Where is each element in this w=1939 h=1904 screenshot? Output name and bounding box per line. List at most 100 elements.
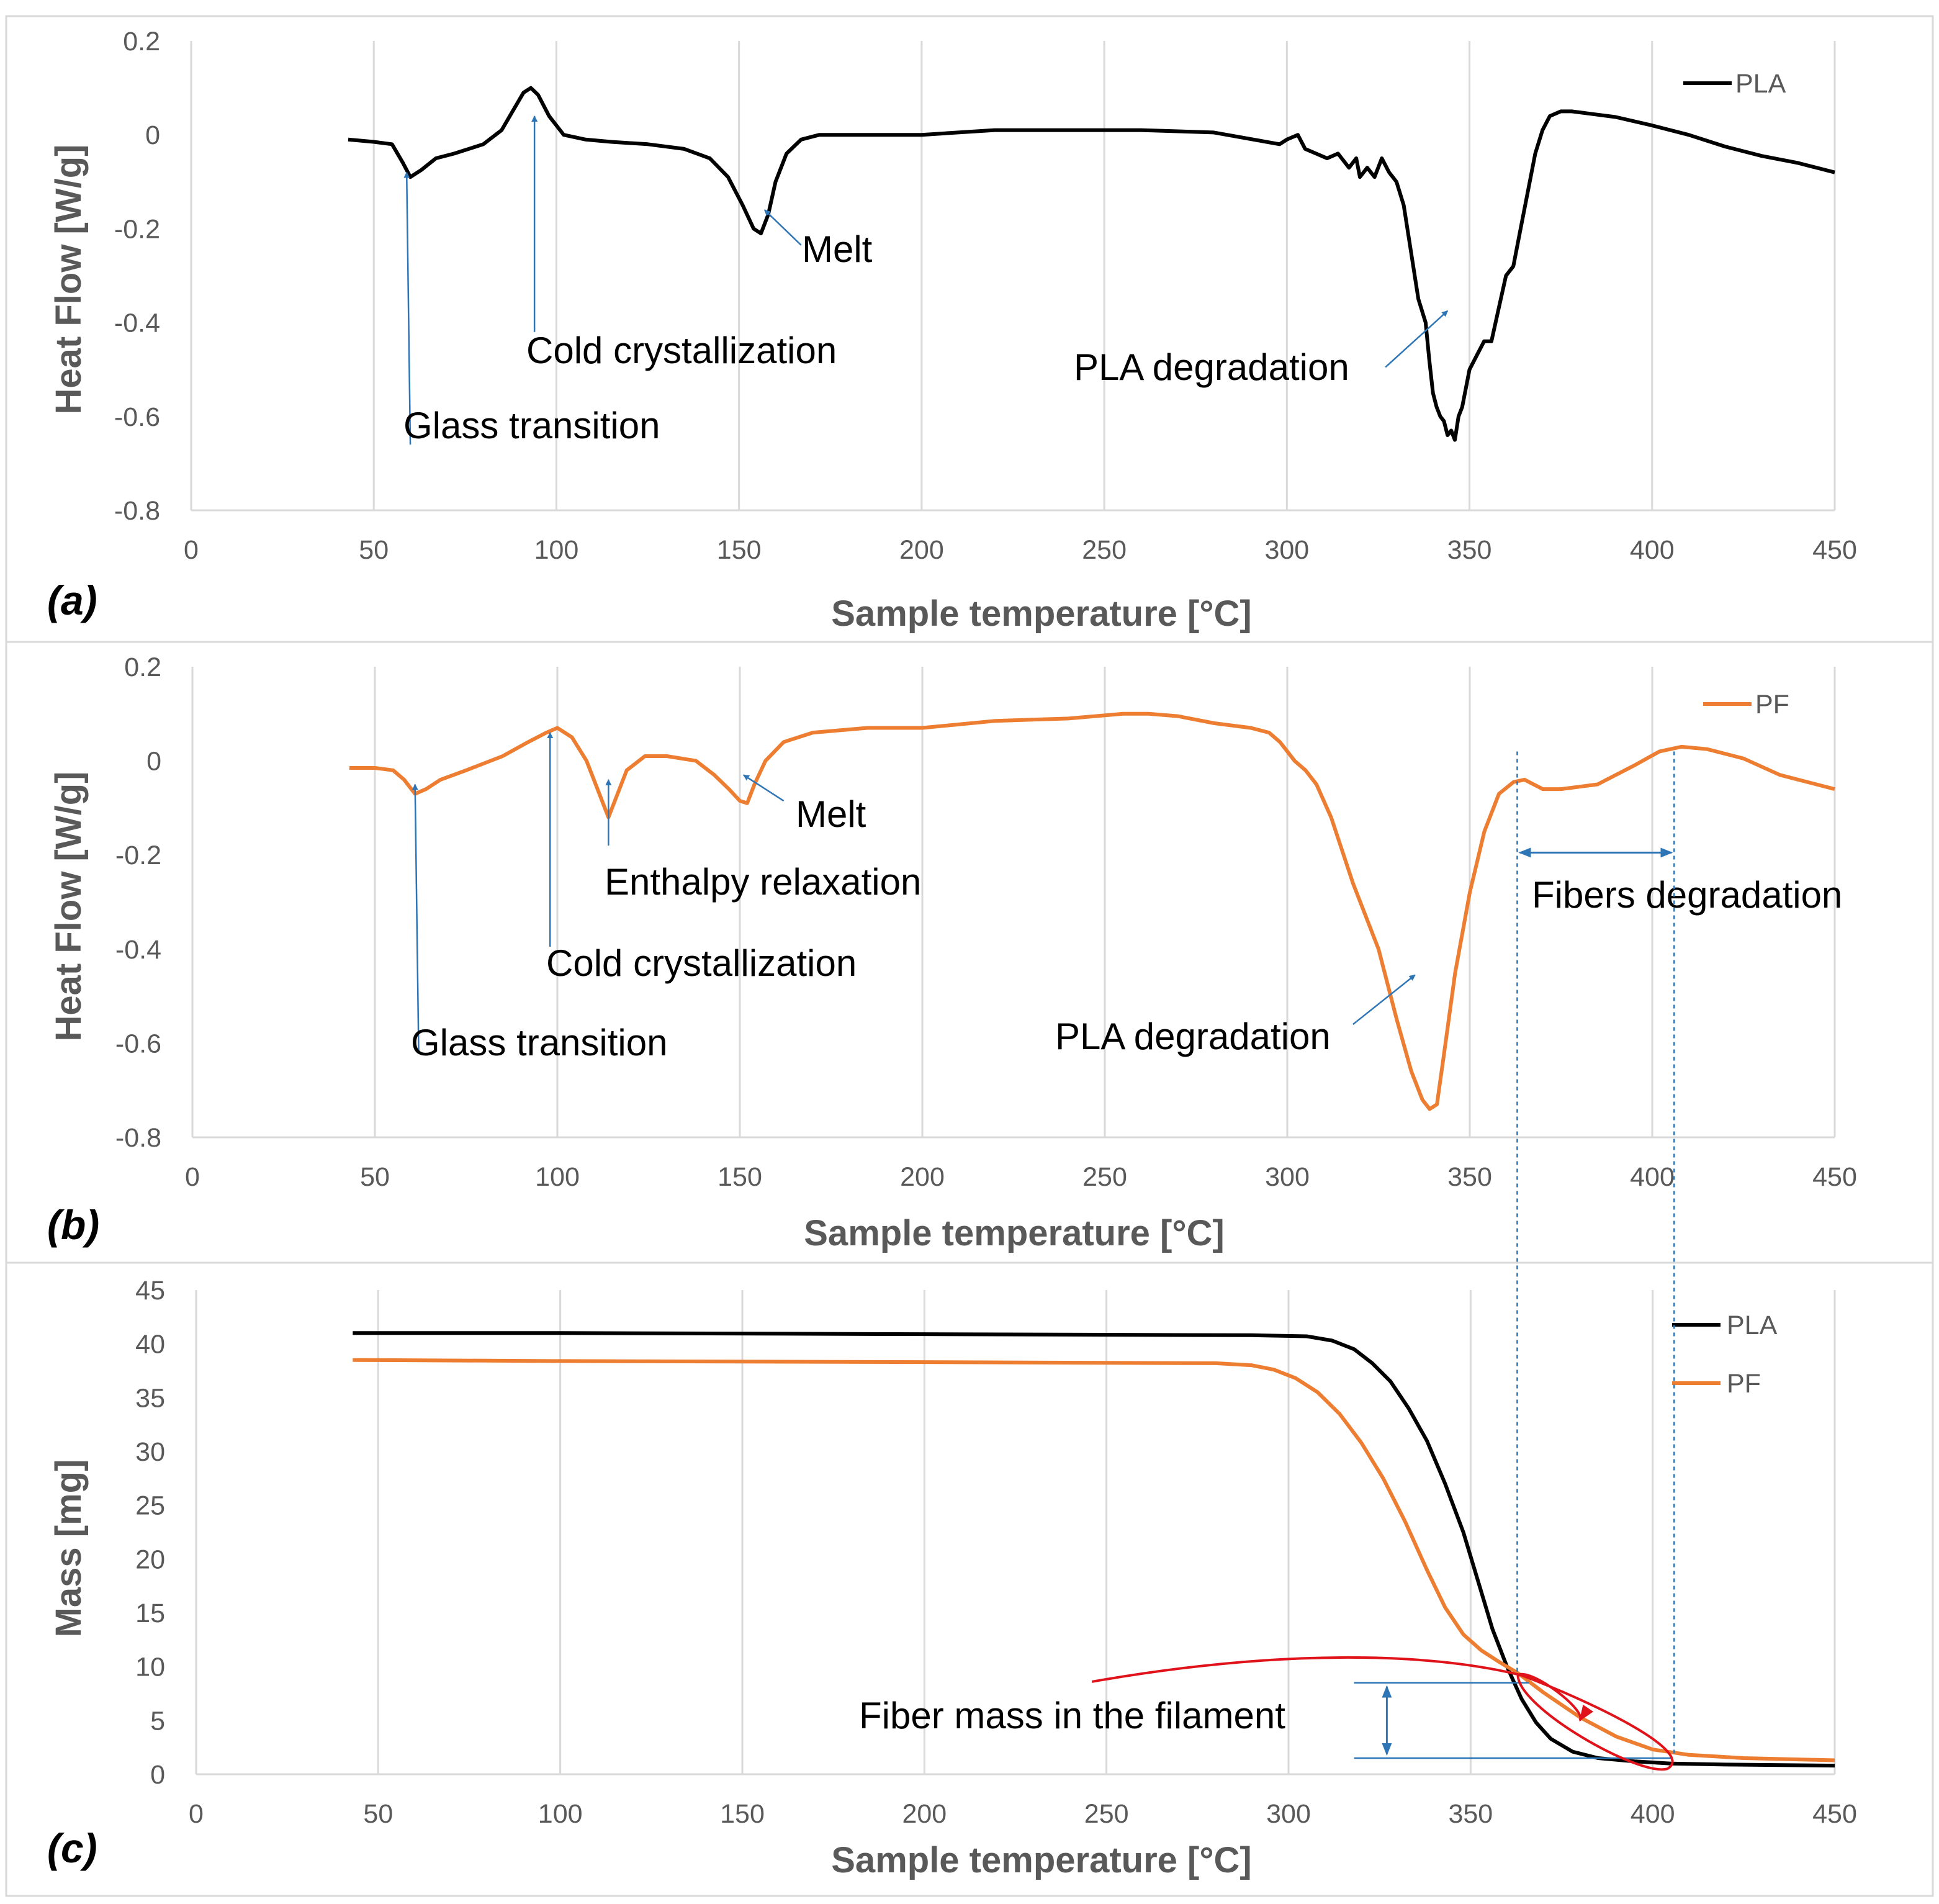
panel-c-xticks: 0 50 100 150 200 250 300 350 400 450 bbox=[189, 1799, 1857, 1829]
y-tick-label: 30 bbox=[135, 1437, 165, 1467]
x-tick-label: 0 bbox=[184, 535, 199, 565]
x-tick-label: 200 bbox=[900, 1162, 945, 1192]
annotation-melt-b: Melt bbox=[796, 793, 866, 835]
x-tick-label: 100 bbox=[535, 1162, 580, 1192]
panel-c-label: (c) bbox=[47, 1825, 97, 1871]
annotation-arrow bbox=[412, 783, 420, 1053]
annotation-fibers-degradation-b: Fibers degradation bbox=[1532, 874, 1842, 916]
y-tick-label: -0.4 bbox=[114, 309, 160, 338]
legend-label-pla-c: PLA bbox=[1727, 1311, 1778, 1340]
annotation-cold-crystallization-b: Cold crystallization bbox=[546, 942, 857, 984]
annotation-cold-crystallization-a: Cold crystallization bbox=[526, 330, 837, 371]
y-tick-label: 0.2 bbox=[123, 27, 160, 56]
panel-c-legend: PLA PF bbox=[1672, 1311, 1778, 1399]
annotation-fiber-mass: Fiber mass in the filament bbox=[859, 1695, 1285, 1736]
annotation-melt-a: Melt bbox=[802, 228, 873, 270]
annotation-arrow bbox=[403, 171, 412, 445]
annotation-arrow bbox=[763, 209, 802, 246]
y-tick-label: 35 bbox=[135, 1383, 165, 1413]
legend-label-pf-b: PF bbox=[1755, 690, 1789, 720]
x-tick-label: 150 bbox=[718, 1162, 762, 1192]
x-tick-label: 300 bbox=[1266, 1799, 1311, 1829]
x-tick-label: 0 bbox=[185, 1162, 200, 1192]
y-tick-label: 25 bbox=[135, 1491, 165, 1521]
x-tick-label: 250 bbox=[1082, 535, 1127, 565]
panel-c-ylabel: Mass [mg] bbox=[48, 1460, 89, 1638]
panel-b-grid bbox=[191, 667, 1836, 1139]
y-tick-label: 0 bbox=[146, 747, 161, 777]
fiber-mass-highlight-loop bbox=[1091, 1656, 1674, 1771]
panel-a-ylabel: Heat Flow [W/g] bbox=[48, 145, 89, 415]
panel-b-xlabel: Sample temperature [°C] bbox=[804, 1213, 1224, 1253]
y-tick-label: 45 bbox=[135, 1276, 165, 1306]
panel-a-xticks: 0 50 100 150 200 250 300 350 400 450 bbox=[184, 535, 1857, 565]
legend-label-pla: PLA bbox=[1735, 69, 1786, 99]
y-tick-label: -0.2 bbox=[115, 841, 161, 870]
x-tick-label: 150 bbox=[720, 1799, 765, 1829]
annotation-arrow bbox=[1385, 310, 1449, 368]
y-tick-label: -0.6 bbox=[114, 402, 160, 432]
panel-a-legend: PLA bbox=[1683, 69, 1786, 99]
y-tick-label: 0.2 bbox=[124, 652, 161, 682]
legend-label-pf-c: PF bbox=[1727, 1369, 1761, 1399]
annotation-pla-degradation-b: PLA degradation bbox=[1055, 1016, 1331, 1057]
x-tick-label: 50 bbox=[359, 535, 389, 565]
panel-a-series bbox=[348, 86, 1835, 442]
panel-b-series bbox=[349, 711, 1835, 1111]
x-tick-label: 350 bbox=[1448, 1799, 1493, 1829]
panel-a-annot-arrows bbox=[403, 115, 1449, 445]
annotation-glass-transition-b: Glass transition bbox=[411, 1022, 668, 1063]
y-tick-label: 40 bbox=[135, 1330, 165, 1360]
x-tick-label: 250 bbox=[1084, 1799, 1129, 1829]
panel-c-annot-arrows bbox=[1091, 1656, 1674, 1771]
panel-b-yticks: -0.8 -0.6 -0.4 -0.2 0 0.2 bbox=[115, 652, 161, 1153]
x-tick-label: 450 bbox=[1812, 1799, 1857, 1829]
y-tick-label: 20 bbox=[135, 1545, 165, 1574]
panel-b-xticks: 0 50 100 150 200 250 300 350 400 450 bbox=[185, 1162, 1857, 1192]
panel-c-yticks: 0 5 10 15 20 25 30 35 40 45 bbox=[135, 1276, 165, 1790]
x-tick-label: 300 bbox=[1265, 1162, 1310, 1192]
panel-c-xlabel: Sample temperature [°C] bbox=[831, 1840, 1251, 1880]
x-tick-label: 150 bbox=[717, 535, 762, 565]
panel-b-annot-arrows bbox=[412, 732, 1673, 1053]
x-tick-label: 450 bbox=[1812, 1162, 1857, 1192]
y-tick-label: 5 bbox=[150, 1706, 165, 1736]
series-line-pf bbox=[349, 711, 1835, 1111]
x-tick-label: 450 bbox=[1812, 535, 1857, 565]
y-tick-label: -0.8 bbox=[114, 496, 160, 526]
x-tick-label: 400 bbox=[1631, 1799, 1675, 1829]
panel-b-legend: PF bbox=[1703, 690, 1789, 720]
x-tick-label: 100 bbox=[534, 535, 579, 565]
x-tick-label: 400 bbox=[1630, 1162, 1675, 1192]
x-tick-label: 350 bbox=[1447, 1162, 1492, 1192]
y-tick-label: 0 bbox=[150, 1760, 165, 1790]
series-line-pla bbox=[348, 86, 1835, 442]
x-tick-label: 100 bbox=[538, 1799, 583, 1829]
x-tick-label: 300 bbox=[1264, 535, 1309, 565]
x-tick-label: 200 bbox=[902, 1799, 947, 1829]
x-tick-label: 50 bbox=[363, 1799, 393, 1829]
x-tick-label: 0 bbox=[189, 1799, 204, 1829]
panel-a-grid bbox=[190, 41, 1836, 512]
panel-c-frame bbox=[5, 1261, 1934, 1897]
annotation-pla-degradation-a: PLA degradation bbox=[1074, 346, 1349, 388]
panel-b: -0.8 -0.6 -0.4 -0.2 0 0.2 0 50 100 150 200 250 300 3… bbox=[47, 652, 1857, 1253]
x-tick-label: 350 bbox=[1447, 535, 1492, 565]
y-tick-label: -0.6 bbox=[115, 1029, 161, 1058]
panel-a: -0.8 -0.6 -0.4 -0.2 0 0.2 0 50 100 150 200 250 300 3… bbox=[47, 27, 1857, 634]
series-line-pf bbox=[353, 1358, 1835, 1762]
panel-a-yticks: -0.8 -0.6 -0.4 -0.2 0 0.2 bbox=[114, 27, 160, 526]
panel-b-label: (b) bbox=[47, 1202, 99, 1248]
panel-a-xlabel: Sample temperature [°C] bbox=[831, 593, 1251, 634]
panel-c-grid bbox=[195, 1290, 1836, 1775]
y-tick-label: -0.4 bbox=[115, 935, 161, 965]
y-tick-label: -0.2 bbox=[114, 214, 160, 244]
x-tick-label: 50 bbox=[360, 1162, 390, 1192]
panel-b-ylabel: Heat Flow [W/g] bbox=[48, 772, 89, 1042]
annotation-arrow bbox=[743, 774, 785, 802]
x-tick-label: 250 bbox=[1082, 1162, 1127, 1192]
y-tick-label: -0.8 bbox=[115, 1123, 161, 1153]
x-tick-label: 400 bbox=[1630, 535, 1675, 565]
panel-c: 0 5 10 15 20 25 30 35 40 45 0 50 100 150 200 250 300 350… bbox=[47, 1276, 1857, 1880]
